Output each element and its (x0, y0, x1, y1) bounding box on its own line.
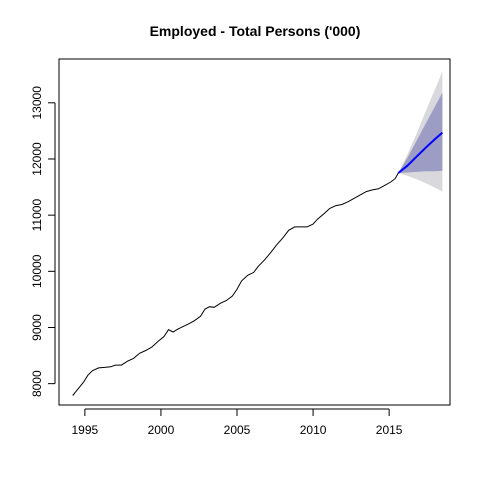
x-tick-label: 2010 (300, 423, 327, 437)
x-axis: 1995 2000 2005 2010 2015 (72, 408, 403, 437)
x-tick-label: 2000 (148, 423, 175, 437)
x-tick-label: 2015 (376, 423, 403, 437)
confidence-band-80 (398, 92, 443, 173)
y-tick-label: 13000 (30, 86, 44, 120)
y-tick-label: 12000 (30, 142, 44, 176)
x-tick-label: 2005 (224, 423, 251, 437)
y-tick-label: 10000 (30, 254, 44, 288)
chart-title: Employed - Total Persons ('000) (150, 23, 361, 39)
plot-frame (58, 58, 451, 406)
y-tick-label: 9000 (30, 314, 44, 341)
y-tick-label: 8000 (30, 370, 44, 397)
forecast-line (397, 131, 444, 174)
confidence-bands (398, 71, 443, 192)
x-tick-label: 1995 (72, 423, 99, 437)
series-lines (72, 131, 444, 396)
y-tick-label: 11000 (30, 199, 44, 232)
y-axis: 8000 9000 10000 11000 12000 13000 (30, 86, 56, 397)
history-line (72, 172, 399, 396)
